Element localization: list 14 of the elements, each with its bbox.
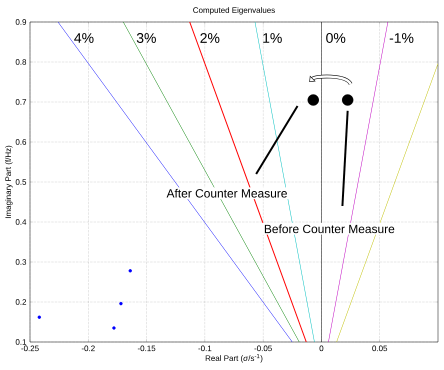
- annotation: After Counter Measure: [166, 188, 287, 198]
- point: [112, 326, 116, 330]
- point: [342, 94, 354, 106]
- series-label: 2%: [200, 33, 220, 43]
- series-label: 4%: [74, 33, 94, 43]
- series-label: 1%: [263, 33, 282, 43]
- series-label: 0%: [326, 33, 346, 43]
- point: [128, 269, 132, 272]
- annotation: Before Counter Measure: [264, 224, 394, 234]
- point: [38, 316, 42, 319]
- point: [308, 94, 319, 106]
- series-label: -1%: [390, 33, 414, 43]
- series-label: 3%: [136, 33, 156, 43]
- point: [119, 302, 123, 306]
